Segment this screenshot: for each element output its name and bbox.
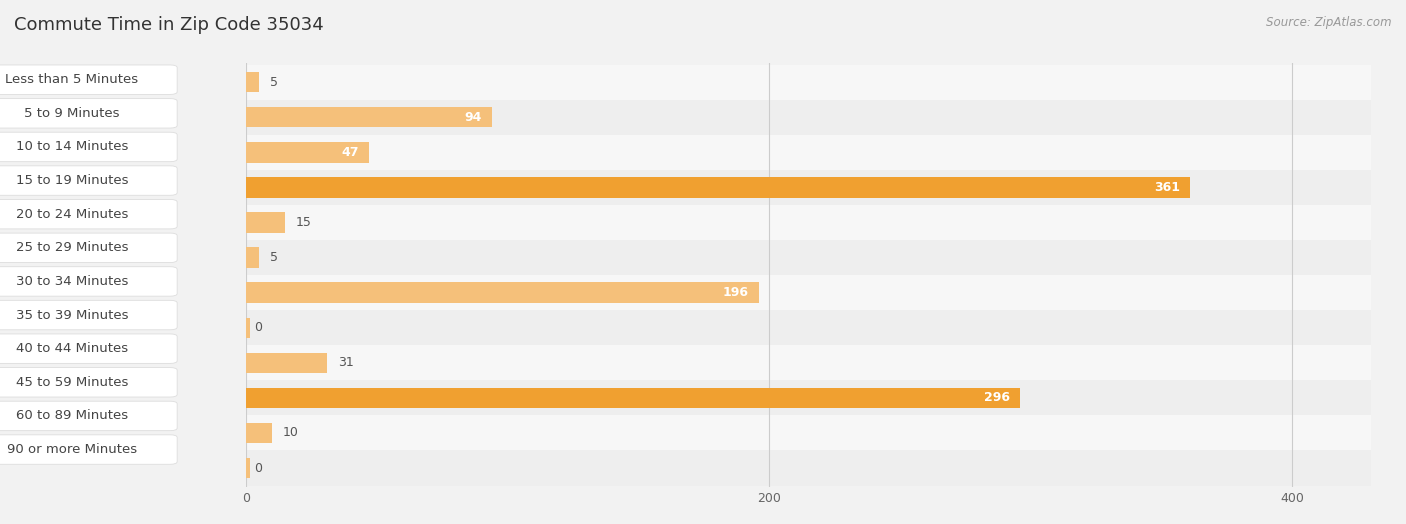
Bar	[246, 282, 759, 303]
Text: 47: 47	[342, 146, 359, 159]
Bar	[246, 72, 259, 92]
Bar	[246, 100, 1371, 135]
Bar	[246, 345, 1371, 380]
Bar	[246, 451, 1371, 486]
Bar	[246, 107, 492, 127]
Bar	[246, 275, 1371, 310]
Text: Source: ZipAtlas.com: Source: ZipAtlas.com	[1267, 16, 1392, 29]
Bar	[246, 388, 1021, 408]
Bar	[246, 318, 250, 338]
Text: 25 to 29 Minutes: 25 to 29 Minutes	[15, 242, 128, 254]
Bar	[246, 310, 1371, 345]
Text: 15 to 19 Minutes: 15 to 19 Minutes	[15, 174, 128, 187]
Text: 30 to 34 Minutes: 30 to 34 Minutes	[15, 275, 128, 288]
Bar	[246, 177, 1191, 198]
Bar	[246, 205, 1371, 240]
Bar	[246, 353, 328, 373]
Text: 5: 5	[270, 251, 277, 264]
Text: 0: 0	[254, 462, 262, 475]
Text: 31: 31	[337, 356, 353, 369]
Bar	[246, 135, 1371, 170]
Text: 10 to 14 Minutes: 10 to 14 Minutes	[15, 140, 128, 154]
Bar	[246, 380, 1371, 416]
Bar	[246, 64, 1371, 100]
Bar	[246, 240, 1371, 275]
Text: Less than 5 Minutes: Less than 5 Minutes	[6, 73, 139, 86]
Text: 45 to 59 Minutes: 45 to 59 Minutes	[15, 376, 128, 389]
Text: 60 to 89 Minutes: 60 to 89 Minutes	[15, 409, 128, 422]
Bar	[246, 416, 1371, 451]
Bar	[246, 458, 250, 478]
Text: 296: 296	[984, 391, 1010, 405]
Text: Commute Time in Zip Code 35034: Commute Time in Zip Code 35034	[14, 16, 323, 34]
Text: 5: 5	[270, 75, 277, 89]
Text: 196: 196	[723, 286, 748, 299]
Text: 20 to 24 Minutes: 20 to 24 Minutes	[15, 208, 128, 221]
Bar	[246, 212, 285, 233]
Text: 94: 94	[464, 111, 481, 124]
Text: 90 or more Minutes: 90 or more Minutes	[7, 443, 138, 456]
Bar	[246, 142, 368, 162]
Text: 10: 10	[283, 427, 298, 440]
Bar	[246, 247, 259, 268]
Text: 40 to 44 Minutes: 40 to 44 Minutes	[15, 342, 128, 355]
Text: 361: 361	[1154, 181, 1180, 194]
Text: 0: 0	[254, 321, 262, 334]
Text: 35 to 39 Minutes: 35 to 39 Minutes	[15, 309, 128, 322]
Text: 5 to 9 Minutes: 5 to 9 Minutes	[24, 107, 120, 120]
Text: 15: 15	[295, 216, 312, 229]
Bar	[246, 170, 1371, 205]
Bar	[246, 423, 273, 443]
